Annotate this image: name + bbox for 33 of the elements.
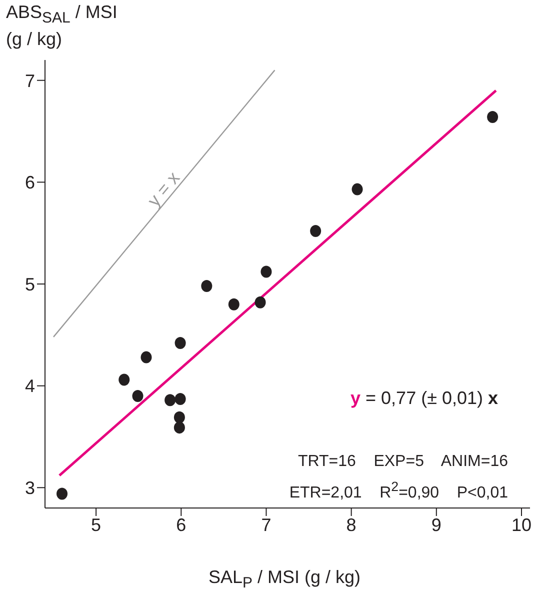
point (56, 488, 68, 500)
x-tick-label: 8 (346, 514, 356, 535)
y-axis-title: ABS$_{SAL}$ / MSI (g / kg) (6, 2, 118, 49)
text: y = x (142, 166, 185, 212)
point (487, 111, 498, 124)
x-tick-label: 6 (176, 514, 186, 535)
y-tick-label: 3 (24, 478, 35, 498)
point (352, 183, 363, 196)
annotation: ETR=2,01 R$^{2}$=0,90 P<0,01 (288, 479, 508, 502)
point (118, 374, 130, 386)
point (174, 337, 186, 350)
x-tick-label: 9 (431, 514, 442, 535)
annotation: y = 0,77 (± 0,01) x (350, 388, 498, 408)
point (174, 393, 186, 406)
y-tick-label: 7 (24, 70, 35, 91)
y-tick-label: 6 (24, 172, 35, 193)
point (164, 394, 176, 406)
point (310, 225, 322, 238)
point (174, 411, 185, 424)
point (174, 422, 185, 434)
y-tick-label: 5 (24, 274, 35, 294)
point (254, 296, 266, 308)
point (132, 390, 144, 402)
point (228, 298, 240, 310)
x-tick-label: 7 (261, 514, 272, 535)
annotation: TRT=16 EXP=5 ANIM=16 (296, 453, 508, 471)
x-axis-title: SAL$_{P}$ / MSI (g / kg) (207, 567, 362, 591)
point (201, 280, 212, 292)
point (140, 351, 152, 364)
y-tick-label: 4 (24, 376, 35, 396)
x-tick-label: 10 (511, 514, 532, 535)
point (260, 266, 272, 278)
x-tick-label: 5 (91, 514, 102, 535)
